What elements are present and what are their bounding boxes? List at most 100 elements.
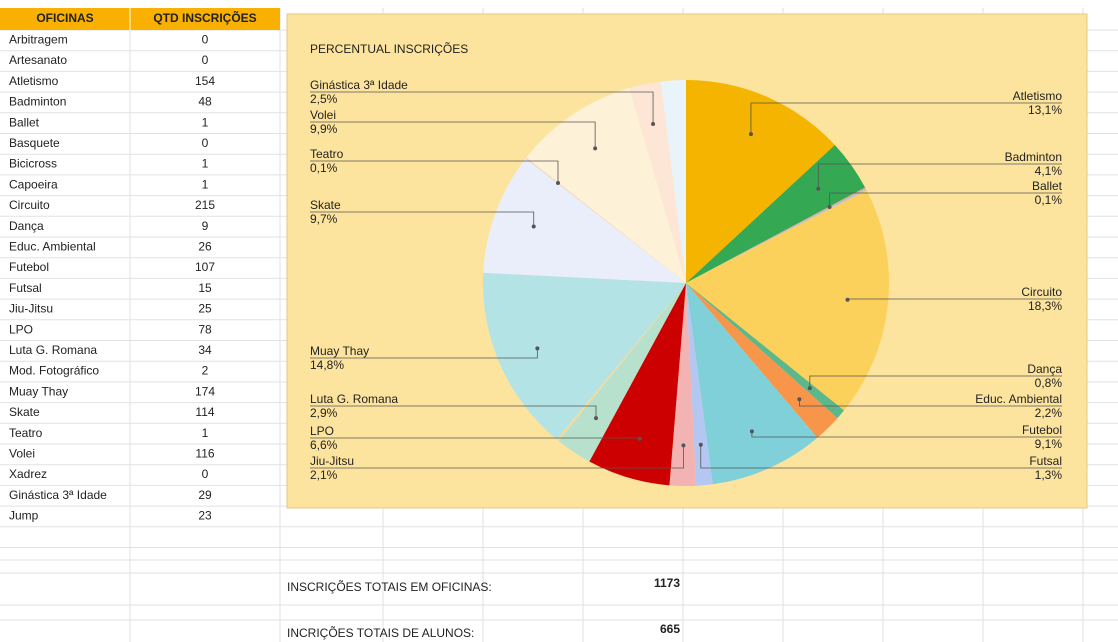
slice-label: Atletismo bbox=[1013, 89, 1063, 103]
pie-slice bbox=[686, 283, 818, 485]
slice-label: Ballet bbox=[1032, 179, 1063, 193]
cell-count: 1 bbox=[202, 157, 209, 171]
chart-title: PERCENTUAL INSCRIÇÕES bbox=[310, 41, 468, 56]
cell-count: 26 bbox=[198, 240, 212, 254]
slice-label: Teatro bbox=[310, 147, 344, 161]
cell-count: 114 bbox=[195, 405, 214, 419]
cell-name: Futsal bbox=[9, 281, 42, 295]
pie-slice bbox=[556, 283, 686, 442]
cell-name: Skate bbox=[9, 405, 40, 419]
slice-label: Futebol bbox=[1022, 423, 1062, 437]
slice-percent: 14,8% bbox=[310, 358, 344, 372]
slice-percent: 6,6% bbox=[310, 438, 338, 452]
cell-count: 15 bbox=[198, 281, 212, 295]
leader-dot bbox=[797, 397, 802, 402]
leader-dot bbox=[555, 181, 560, 186]
slice-percent: 0,1% bbox=[310, 161, 338, 175]
cell-count: 0 bbox=[202, 53, 209, 67]
pie-slice bbox=[686, 283, 713, 486]
cell-name: Futebol bbox=[9, 260, 49, 274]
pie-slice bbox=[686, 187, 866, 283]
cell-name: Ginástica 3ª Idade bbox=[9, 488, 107, 502]
cell-name: Jump bbox=[9, 509, 39, 523]
leader-dot bbox=[749, 429, 754, 434]
slice-percent: 2,9% bbox=[310, 406, 338, 420]
cell-count: 9 bbox=[202, 219, 209, 233]
leader-line bbox=[700, 444, 1062, 469]
slice-label: Skate bbox=[310, 198, 341, 212]
leader-line bbox=[310, 405, 597, 419]
slice-percent: 2,5% bbox=[310, 92, 338, 106]
leader-line bbox=[829, 192, 1062, 208]
leader-line bbox=[310, 91, 654, 124]
cell-name: Artesanato bbox=[9, 53, 67, 67]
leader-line bbox=[310, 121, 596, 149]
cell-count: 1 bbox=[202, 426, 209, 440]
slice-label: Muay Thay bbox=[310, 344, 369, 358]
cell-count: 48 bbox=[198, 95, 212, 109]
pie-slice bbox=[483, 158, 686, 283]
leader-line bbox=[750, 102, 1062, 135]
pie-slice bbox=[686, 188, 867, 283]
cell-name: Circuito bbox=[9, 198, 50, 212]
cell-name: Educ. Ambiental bbox=[9, 240, 96, 254]
slice-label: Dança bbox=[1027, 362, 1062, 376]
cell-name: Atletismo bbox=[9, 74, 59, 88]
cell-name: Teatro bbox=[9, 426, 43, 440]
cell-count: 174 bbox=[195, 384, 215, 398]
slice-label: Volei bbox=[310, 108, 336, 122]
leader-dot bbox=[651, 121, 656, 126]
cell-name: Dança bbox=[9, 219, 44, 233]
total-value: 665 bbox=[660, 622, 680, 636]
leader-line bbox=[809, 375, 1062, 389]
slice-percent: 2,2% bbox=[1035, 406, 1063, 420]
slice-label: Luta G. Romana bbox=[310, 392, 398, 406]
leader-dot bbox=[593, 146, 598, 151]
pie-slice bbox=[589, 283, 686, 486]
slice-label: Educ. Ambiental bbox=[975, 392, 1062, 406]
cell-count: 116 bbox=[195, 447, 214, 461]
leader-dot bbox=[845, 297, 850, 302]
slice-label: Futsal bbox=[1029, 454, 1062, 468]
leader-dot bbox=[681, 443, 686, 448]
cell-count: 154 bbox=[195, 74, 215, 88]
total-label: INCRIÇÕES TOTAIS DE ALUNOS: bbox=[287, 625, 474, 640]
cell-count: 23 bbox=[198, 509, 212, 523]
leader-line bbox=[310, 160, 559, 184]
slice-percent: 9,7% bbox=[310, 212, 338, 226]
leader-dot bbox=[816, 186, 821, 191]
header-label: OFICINAS bbox=[36, 11, 93, 25]
cell-count: 0 bbox=[202, 467, 209, 481]
cell-count: 0 bbox=[202, 33, 209, 47]
total-label: INSCRIÇÕES TOTAIS EM OFICINAS: bbox=[287, 579, 492, 594]
leader-dot bbox=[807, 386, 812, 391]
slice-percent: 9,1% bbox=[1035, 437, 1063, 451]
cell-count: 2 bbox=[202, 364, 209, 378]
pie-slice bbox=[686, 144, 866, 283]
pie-slice bbox=[526, 88, 686, 283]
cell-name: Jiu-Jitsu bbox=[9, 302, 53, 316]
leader-line bbox=[817, 163, 1062, 189]
pie-slice bbox=[669, 283, 697, 486]
cell-name: Xadrez bbox=[9, 467, 47, 481]
cell-count: 0 bbox=[202, 136, 209, 150]
pie-slice bbox=[558, 283, 686, 462]
slice-percent: 18,3% bbox=[1028, 299, 1062, 313]
cell-name: Luta G. Romana bbox=[9, 343, 97, 357]
pie-slice bbox=[629, 81, 686, 284]
slice-label: LPO bbox=[310, 424, 334, 438]
cell-count: 34 bbox=[198, 343, 212, 357]
cell-name: Muay Thay bbox=[9, 384, 68, 398]
leader-line bbox=[798, 399, 1062, 407]
cell-name: Basquete bbox=[9, 136, 60, 150]
header-cell bbox=[0, 8, 280, 30]
slice-percent: 0,8% bbox=[1035, 376, 1063, 390]
cell-count: 78 bbox=[198, 322, 212, 336]
cell-name: Arbitragem bbox=[9, 33, 68, 47]
pie-slice bbox=[686, 189, 867, 283]
cell-count: 29 bbox=[198, 488, 212, 502]
slice-percent: 2,1% bbox=[310, 468, 338, 482]
cell-name: Capoeira bbox=[9, 177, 58, 191]
cell-count: 107 bbox=[195, 260, 215, 274]
